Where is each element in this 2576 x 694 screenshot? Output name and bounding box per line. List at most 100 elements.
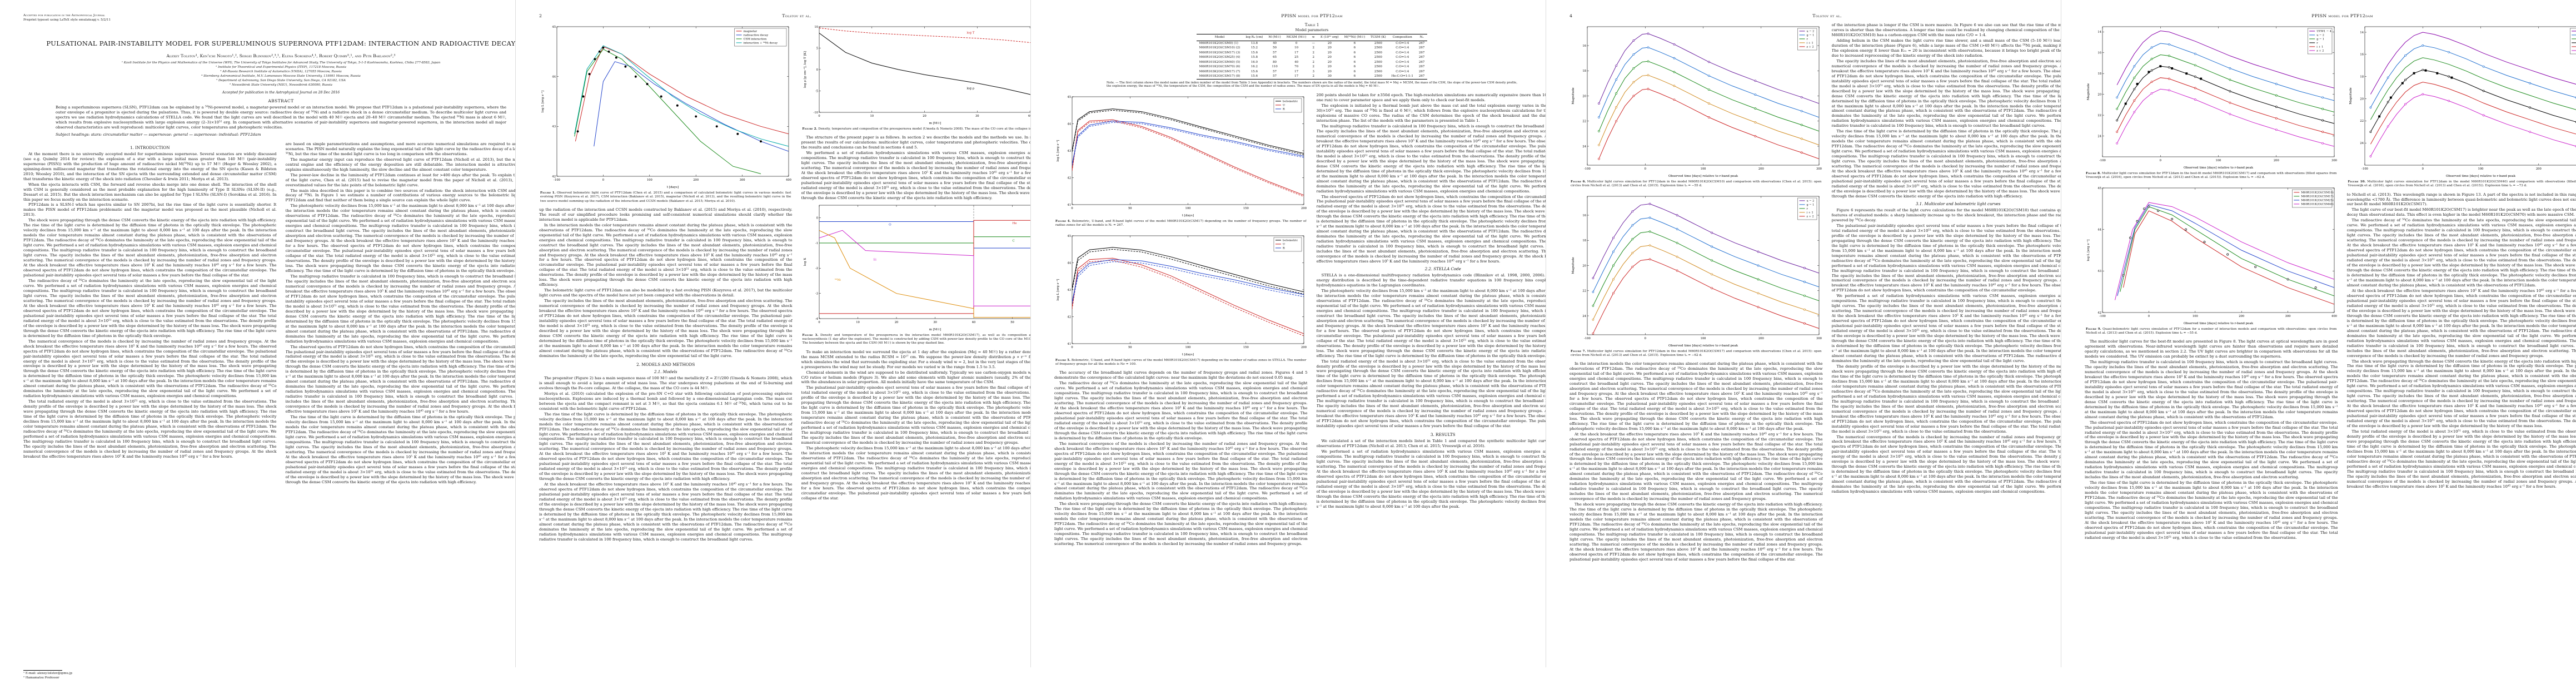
author-list: Alexey Tolstov¹, Ken'ichi Nomoto¹,², Ser…: [23, 53, 539, 58]
paper-title: PULSATIONAL PAIR-INSTABILITY MODEL FOR S…: [40, 39, 522, 48]
figure-6-caption-text: Multicolor light curves simulation for P…: [1571, 180, 1821, 187]
svg-text:Magnitude: Magnitude: [1572, 87, 1575, 104]
svg-text:bolometric: bolometric: [1283, 239, 1298, 242]
figure-5-caption-text: Bolometric, U-band, and R-band light cur…: [1055, 359, 1306, 366]
figure-9-caption-text: Quasi-bolometric light curves simulation…: [2086, 328, 2337, 335]
figure-10-label: Figure 10.: [2348, 180, 2366, 184]
svg-text:42: 42: [1067, 315, 1071, 319]
svg-text:45: 45: [552, 26, 556, 29]
svg-text:Observed time [days] relative: Observed time [days] relative to r-band …: [2184, 166, 2254, 170]
running-title: Tolstov et al.: [782, 13, 811, 18]
svg-text:43: 43: [552, 125, 556, 128]
svg-text:16: 16: [2360, 53, 2364, 57]
page-number: 3: [1343, 13, 1569, 18]
svg-text:20: 20: [2360, 97, 2364, 101]
body-text-block: The total radiated energy of the model i…: [23, 399, 277, 459]
affiliation-line: ⁵ Department of Astronomy, San Diego Sta…: [23, 79, 539, 83]
body-text-block: The pulsational pair-instability episode…: [801, 385, 1055, 445]
journal-acceptance-note: Accepted for publication in the Astrophy…: [23, 13, 539, 23]
subsection-stella-code: 2.2. STELLA Code: [1317, 267, 1570, 271]
svg-text:log L [erg s⁻¹]: log L [erg s⁻¹]: [2086, 239, 2090, 261]
intro-paragraph: The magnetar energy input can reproduce …: [286, 157, 539, 172]
affiliation-line: ⁴ Sternberg Astronomical Institute, M.V.…: [23, 75, 539, 79]
figure-7-caption: Figure 7. Multicolor light curves simula…: [1571, 350, 1822, 358]
running-header: PPISN model for PTF12dam 3: [1054, 13, 1569, 18]
body-paragraph: The accuracy of the broadband light curv…: [1054, 370, 1308, 380]
running-header: PPISN model for PTF12dam 5: [2085, 13, 2576, 18]
body-text-block: The shock wave propagating through the d…: [2347, 359, 2576, 429]
svg-text:i + 1: i + 1: [1807, 211, 1813, 214]
figure-9-label: Figure 9.: [2086, 328, 2101, 331]
svg-text:18: 18: [1582, 70, 1586, 73]
svg-text:50: 50: [1128, 346, 1132, 349]
body-text-block: The opacity includes the lines of the mo…: [1832, 59, 2085, 129]
svg-text:Magnitude: Magnitude: [2087, 83, 2090, 100]
figure-6-caption: Figure 6. Multicolor light curves simula…: [1571, 180, 1822, 189]
svg-text:0: 0: [1071, 207, 1073, 210]
svg-text:Observed time [days] relative: Observed time [days] relative to r-band …: [1668, 175, 1738, 178]
figure-10-caption: Figure 10. Multicolor light curves simul…: [2348, 180, 2576, 189]
section-results: 3. RESULTS: [1317, 432, 1570, 437]
svg-text:R: R: [1283, 108, 1285, 111]
svg-text:100: 100: [1701, 337, 1706, 340]
figure-10-plot: -1000100200300141618202224Observed time …: [2347, 23, 2576, 179]
figure-7-label: Figure 7.: [1571, 350, 1586, 353]
body-paragraph: Adding helium in the CSM makes the light…: [1832, 38, 2085, 58]
body-text-block: We performed a set of radiation hydrodyn…: [1832, 294, 2085, 364]
svg-text:t [days]: t [days]: [1182, 353, 1194, 356]
body-text-block: The multigroup radiative transfer is cal…: [1317, 124, 1570, 194]
body-paragraph: Chemical elements in the wind are suppos…: [801, 370, 1055, 385]
svg-text:20: 20: [894, 321, 898, 324]
body-paragraph: to Nicholl et al. (2013). This wavelengt…: [2347, 192, 2576, 207]
svg-text:45: 45: [1067, 96, 1071, 99]
figure-3-caption: Figure 3. Density and temperature of the…: [803, 334, 1054, 346]
svg-text:M60R101K2O(CSM25): M60R101K2O(CSM25): [2301, 198, 2333, 202]
svg-text:-4: -4: [815, 318, 818, 321]
svg-text:u − 2: u − 2: [1807, 30, 1815, 33]
svg-text:300: 300: [1816, 337, 1822, 340]
svg-text:magnetar: magnetar: [744, 30, 758, 33]
svg-text:14: 14: [2360, 31, 2364, 34]
subsection-multicolor: 3.1. Multicolor and bolometric light cur…: [1832, 202, 2085, 206]
figure-3-plot: 0102030405060-4-3-2-10m [M☉]log XHeCOSi⁵…: [801, 201, 1055, 332]
svg-text:U: U: [1283, 104, 1285, 107]
svg-text:-100: -100: [2361, 167, 2368, 171]
body-text-block: The opacity includes the lines of the mo…: [539, 299, 793, 359]
svg-text:45: 45: [2097, 186, 2101, 190]
svg-text:50: 50: [1010, 321, 1014, 324]
svg-text:42: 42: [552, 175, 556, 179]
page-5: PPISN model for PTF12dam 5 -100010020030…: [2061, 0, 2576, 667]
figure-8-label: Figure 8.: [2086, 172, 2101, 175]
svg-text:-10: -10: [813, 111, 818, 115]
page-4-right-column: of the interaction phase is longer if th…: [1832, 23, 2085, 681]
svg-text:m [M☉]: m [M☉]: [929, 328, 941, 331]
body-text-block: The numerical convergence of the models …: [1832, 435, 2085, 495]
body-text-block: The density profile of the envelope is d…: [1832, 364, 2085, 434]
table-1-label: Table 1: [1073, 23, 1551, 27]
svg-text:log ρ: log ρ: [966, 87, 974, 90]
svg-text:45: 45: [1067, 234, 1071, 237]
body-text-block: The total radiated energy of the model i…: [1317, 359, 1570, 429]
svg-text:14: 14: [2097, 31, 2101, 34]
body-paragraph: The multicolor light curves for the best…: [2085, 339, 2338, 359]
svg-text:100: 100: [2478, 167, 2483, 171]
body-paragraph: The structure of the present paper is as…: [801, 135, 1055, 150]
svg-text:He: He: [1012, 222, 1017, 225]
running-title: PPISN model for PTF12dam: [2311, 13, 2373, 18]
accepted-note: Accepted for publication in the Astrophy…: [23, 13, 539, 18]
svg-text:41: 41: [1067, 204, 1071, 207]
figure-3-caption-text: Density and temperature of the presupern…: [803, 334, 1054, 345]
svg-text:log L [erg s⁻¹]: log L [erg s⁻¹]: [1056, 279, 1060, 300]
svg-text:i + 1: i + 1: [2316, 46, 2323, 49]
page-1-right-column: are based on simple parametrizations and…: [286, 142, 539, 681]
svg-text:300: 300: [2285, 315, 2291, 318]
body-text-block: We performed a set of radiation hydrodyn…: [801, 151, 1055, 201]
